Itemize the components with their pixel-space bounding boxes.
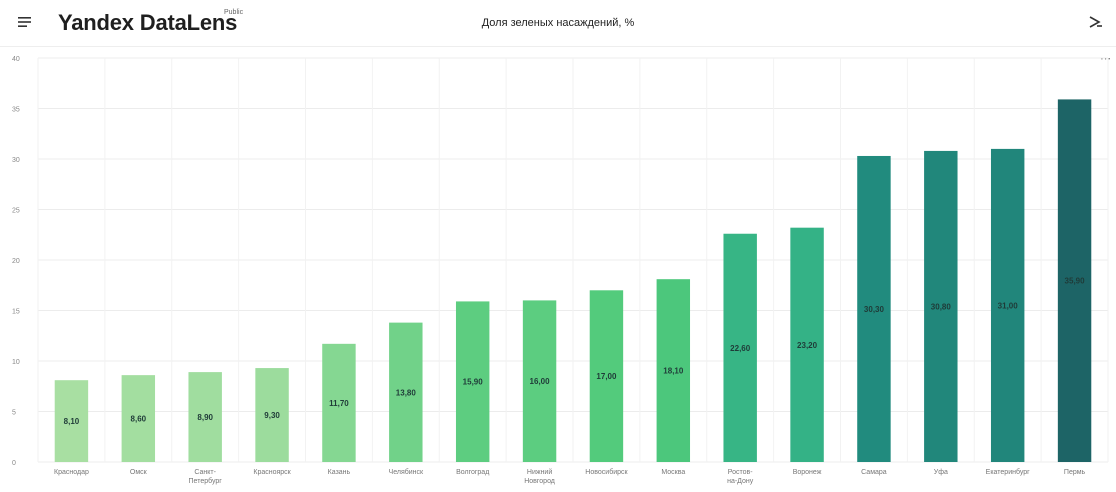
- bar: [1057, 99, 1092, 462]
- data-label: 13,80: [396, 388, 417, 397]
- category-label: Волгоград: [456, 469, 489, 476]
- bar: [389, 322, 423, 462]
- bar: [990, 148, 1025, 462]
- bar: [589, 290, 624, 462]
- category-label: Уфа: [934, 469, 948, 476]
- category-label: Пермь: [1064, 469, 1086, 476]
- app-logo[interactable]: Yandex DataLens: [58, 10, 238, 35]
- category-label: Екатеринбург: [986, 468, 1030, 476]
- y-tick-label: 15: [12, 309, 20, 316]
- share-icon[interactable]: [1086, 12, 1106, 32]
- bar: [188, 372, 222, 462]
- bar: [322, 343, 356, 462]
- data-label: 23,20: [797, 341, 818, 350]
- data-label: 17,00: [596, 372, 617, 381]
- y-tick-label: 35: [12, 107, 20, 114]
- category-label: Самара: [861, 469, 887, 476]
- data-label: 8,10: [64, 417, 80, 426]
- category-label: Омск: [130, 469, 148, 476]
- category-label: Москва: [661, 469, 685, 476]
- category-label: Челябинск: [389, 468, 424, 476]
- category-label: Казань: [328, 469, 351, 476]
- y-tick-label: 25: [12, 208, 20, 215]
- category-label: Ростов-на-Дону: [727, 469, 754, 485]
- bar: [857, 155, 891, 462]
- y-tick-label: 20: [12, 258, 20, 265]
- data-label: 15,90: [463, 378, 484, 387]
- bar: [656, 279, 691, 462]
- bar: [924, 150, 958, 463]
- category-label: Нижний Новгород: [524, 468, 555, 485]
- bar: [255, 368, 289, 462]
- data-label: 35,90: [1065, 277, 1086, 286]
- data-label: 16,00: [530, 377, 551, 386]
- category-label: Санкт-Петербург: [189, 469, 223, 485]
- category-label: Красноярск: [253, 469, 291, 476]
- data-label: 18,10: [663, 367, 684, 376]
- data-label: 9,30: [264, 411, 280, 420]
- data-label: 31,00: [998, 301, 1019, 310]
- data-label: 30,80: [931, 302, 952, 311]
- bar: [54, 380, 89, 462]
- bar-chart: 0 5 10 15 20 25 30 35 40 8,10 Краснодар 8,60 Омск 8,9…: [12, 56, 1109, 485]
- data-label: 22,60: [730, 344, 751, 353]
- bar: [790, 227, 824, 462]
- public-badge: Public: [224, 9, 244, 16]
- menu-icon[interactable]: [14, 10, 38, 34]
- chart-title: Доля зеленых насаждений, %: [481, 17, 635, 29]
- app-header: Yandex DataLens Public Доля зеленых наса…: [0, 0, 1116, 46]
- category-label: Новосибирск: [585, 468, 628, 476]
- y-tick-label: 40: [12, 56, 20, 63]
- data-label: 8,90: [197, 413, 213, 422]
- data-label: 8,60: [131, 415, 147, 424]
- header-divider: [0, 46, 1116, 47]
- bar: [121, 375, 156, 462]
- bar: [723, 233, 757, 462]
- bar: [522, 300, 557, 462]
- y-tick-label: 30: [12, 157, 20, 164]
- y-tick-label: 0: [12, 460, 16, 467]
- y-tick-label: 5: [12, 410, 16, 417]
- data-label: 30,30: [864, 305, 885, 314]
- data-label: 11,70: [329, 399, 349, 408]
- y-tick-label: 10: [12, 359, 20, 366]
- category-label: Воронеж: [793, 469, 822, 476]
- category-label: Краснодар: [54, 469, 89, 476]
- more-options-icon[interactable]: ⋯: [1100, 53, 1112, 65]
- bar: [455, 301, 490, 462]
